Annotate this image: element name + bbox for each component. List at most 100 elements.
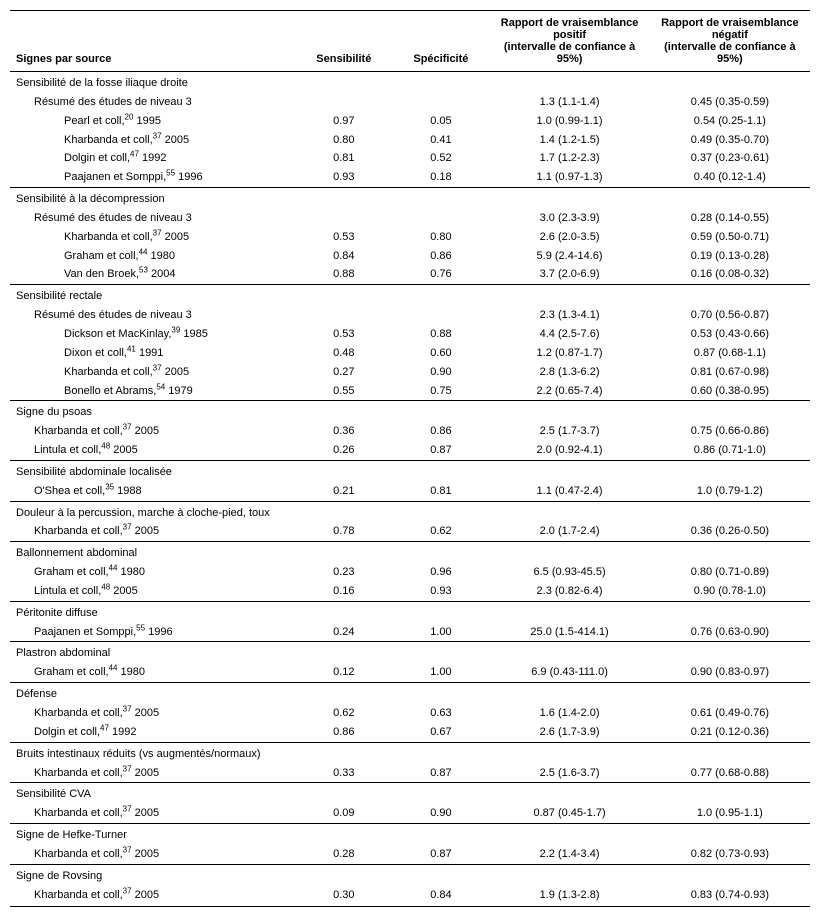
cell-neg: 1.0 (0.79-1.2) (650, 482, 810, 501)
row-label: Résumé des études de niveau 3 (10, 93, 295, 112)
cell-pos: 1.1 (0.97-1.3) (489, 168, 649, 187)
empty-cell (650, 501, 810, 522)
cell-pos: 25.0 (1.5-414.1) (489, 623, 649, 642)
cell-pos: 1.0 (0.99-1.1) (489, 112, 649, 131)
empty-cell (295, 642, 392, 663)
cell-sens: 0.12 (295, 663, 392, 682)
empty-cell (489, 460, 649, 481)
cell-pos: 1.7 (1.2-2.3) (489, 149, 649, 168)
empty-cell (392, 783, 489, 804)
cell-spec: 0.90 (392, 804, 489, 823)
table-row: Résumé des études de niveau 33.0 (2.3-3.… (10, 209, 810, 228)
cell-spec: 0.05 (392, 112, 489, 131)
table-row: Graham et coll,44 19800.230.966.5 (0.93-… (10, 563, 810, 582)
cell-neg: 0.49 (0.35-0.70) (650, 131, 810, 150)
cell-pos: 1.1 (0.47-2.4) (489, 482, 649, 501)
cell-neg: 0.40 (0.12-1.4) (650, 168, 810, 187)
cell-pos: 2.5 (1.6-3.7) (489, 764, 649, 783)
cell-sens: 0.27 (295, 363, 392, 382)
empty-cell (489, 501, 649, 522)
table-row: Bonello et Abrams,54 19790.550.752.2 (0.… (10, 382, 810, 401)
section-title: Sensibilité à la décompression (10, 188, 295, 209)
cell-spec: 0.67 (392, 723, 489, 742)
row-label: Bonello et Abrams,54 1979 (10, 382, 295, 401)
cell-spec: 0.63 (392, 704, 489, 723)
col-lrpos-line2: (intervalle de confiance à 95%) (504, 41, 635, 65)
row-label: Kharbanda et coll,37 2005 (10, 422, 295, 441)
row-label: Kharbanda et coll,37 2005 (10, 228, 295, 247)
cell-sens (295, 93, 392, 112)
cell-spec: 0.87 (392, 845, 489, 864)
cell-neg: 0.77 (0.68-0.88) (650, 764, 810, 783)
table-row: Lintula et coll,48 20050.260.872.0 (0.92… (10, 441, 810, 460)
cell-neg: 0.37 (0.23-0.61) (650, 149, 810, 168)
section-row: Plastron abdominal (10, 642, 810, 663)
table-row: Graham et coll,44 19800.121.006.9 (0.43-… (10, 663, 810, 682)
cell-pos: 6.9 (0.43-111.0) (489, 663, 649, 682)
cell-pos: 2.8 (1.3-6.2) (489, 363, 649, 382)
empty-cell (392, 542, 489, 563)
table-row: Kharbanda et coll,37 20050.530.802.6 (2.… (10, 228, 810, 247)
cell-sens: 0.09 (295, 804, 392, 823)
cell-spec: 0.41 (392, 131, 489, 150)
cell-neg: 0.70 (0.56-0.87) (650, 306, 810, 325)
table-row: Kharbanda et coll,37 20050.780.622.0 (1.… (10, 522, 810, 541)
section-row: Ballonnement abdominal (10, 542, 810, 563)
empty-cell (295, 783, 392, 804)
cell-neg: 0.87 (0.68-1.1) (650, 344, 810, 363)
table-row: Kharbanda et coll,37 20050.090.900.87 (0… (10, 804, 810, 823)
table-row: Kharbanda et coll,37 20050.620.631.6 (1.… (10, 704, 810, 723)
empty-cell (650, 401, 810, 422)
cell-spec (392, 306, 489, 325)
row-label: Lintula et coll,48 2005 (10, 441, 295, 460)
empty-cell (392, 401, 489, 422)
cell-sens: 0.36 (295, 422, 392, 441)
cell-neg: 1.0 (0.95-1.1) (650, 804, 810, 823)
cell-spec: 0.75 (392, 382, 489, 401)
cell-spec: 0.90 (392, 363, 489, 382)
cell-sens: 0.23 (295, 563, 392, 582)
empty-cell (295, 188, 392, 209)
table-row: Kharbanda et coll,37 20050.800.411.4 (1.… (10, 131, 810, 150)
cell-sens: 0.78 (295, 522, 392, 541)
cell-sens: 0.28 (295, 845, 392, 864)
cell-sens: 0.53 (295, 325, 392, 344)
cell-sens: 0.26 (295, 441, 392, 460)
cell-spec: 0.86 (392, 247, 489, 266)
col-sens: Sensibilité (295, 11, 392, 72)
section-row: Défense (10, 683, 810, 704)
empty-cell (650, 285, 810, 306)
cell-neg: 0.61 (0.49-0.76) (650, 704, 810, 723)
empty-cell (392, 601, 489, 622)
empty-cell (489, 824, 649, 845)
cell-spec: 0.84 (392, 886, 489, 907)
cell-spec: 0.86 (392, 422, 489, 441)
cell-sens: 0.24 (295, 623, 392, 642)
table-row: Pearl et coll,20 19950.970.051.0 (0.99-1… (10, 112, 810, 131)
empty-cell (489, 188, 649, 209)
table-row: Kharbanda et coll,37 20050.280.872.2 (1.… (10, 845, 810, 864)
cell-spec: 0.87 (392, 764, 489, 783)
section-title: Sensibilité rectale (10, 285, 295, 306)
cell-neg: 0.80 (0.71-0.89) (650, 563, 810, 582)
section-row: Signe de Rovsing (10, 864, 810, 885)
row-label: Kharbanda et coll,37 2005 (10, 845, 295, 864)
cell-sens: 0.97 (295, 112, 392, 131)
empty-cell (295, 601, 392, 622)
cell-sens: 0.55 (295, 382, 392, 401)
col-spec: Spécificité (392, 11, 489, 72)
cell-pos: 2.3 (0.82-6.4) (489, 582, 649, 601)
row-label: Kharbanda et coll,37 2005 (10, 804, 295, 823)
section-row: Bruits intestinaux réduits (vs augmentés… (10, 742, 810, 763)
cell-sens: 0.81 (295, 149, 392, 168)
cell-spec: 0.80 (392, 228, 489, 247)
table-row: Dickson et MacKinlay,39 19850.530.884.4 … (10, 325, 810, 344)
cell-sens: 0.88 (295, 265, 392, 284)
section-title: Signe de Hefke-Turner (10, 824, 295, 845)
cell-pos: 2.6 (1.7-3.9) (489, 723, 649, 742)
section-row: Péritonite diffuse (10, 601, 810, 622)
empty-cell (392, 501, 489, 522)
section-row: Sensibilité abdominale localisée (10, 460, 810, 481)
cell-sens: 0.33 (295, 764, 392, 783)
header-row: Signes par source Sensibilité Spécificit… (10, 11, 810, 72)
